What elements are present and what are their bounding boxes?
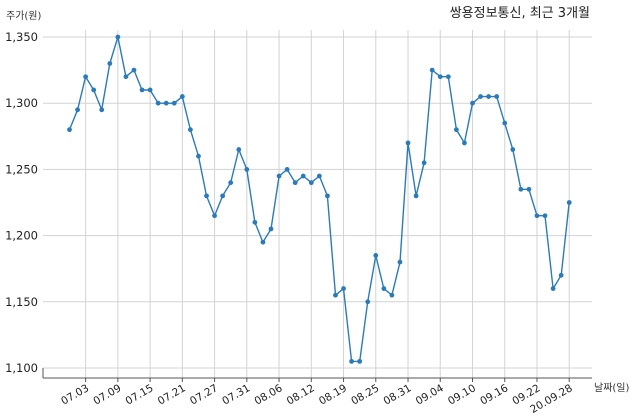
x-tick-label: 09.04	[414, 382, 446, 408]
x-tick-label: 07.31	[220, 382, 252, 407]
price-point	[236, 147, 242, 152]
series-layer	[67, 34, 572, 364]
price-point	[155, 100, 161, 106]
x-tick-label: 08.31	[381, 382, 413, 407]
price-point	[67, 127, 72, 133]
price-point	[333, 292, 338, 298]
price-point	[534, 213, 540, 219]
price-point	[341, 286, 346, 291]
price-point	[470, 100, 475, 106]
price-point	[349, 358, 354, 364]
price-point	[526, 186, 532, 192]
price-point	[566, 200, 572, 205]
price-point	[196, 153, 201, 159]
x-axis-label: 날짜(일)	[594, 382, 630, 394]
price-point	[228, 180, 234, 186]
price-point	[381, 286, 387, 291]
price-point	[518, 186, 524, 192]
price-point	[389, 292, 395, 298]
price-point	[413, 193, 419, 199]
price-point	[252, 219, 258, 225]
price-point	[75, 107, 80, 113]
price-point	[373, 253, 379, 258]
price-line	[68, 36, 570, 363]
price-point	[284, 167, 290, 172]
price-point	[107, 61, 113, 66]
price-point	[405, 140, 411, 146]
price-point	[308, 180, 314, 186]
price-point	[212, 213, 217, 219]
price-point	[510, 147, 516, 152]
price-point	[139, 87, 145, 93]
price-point	[260, 239, 266, 245]
grid-layer	[43, 30, 592, 378]
x-tick-label: 07.15	[124, 382, 156, 407]
price-point	[397, 259, 403, 265]
price-point	[244, 167, 250, 172]
price-point	[292, 180, 298, 186]
price-point	[445, 74, 451, 80]
price-point	[188, 127, 193, 133]
price-point	[83, 74, 89, 80]
price-point	[429, 67, 435, 73]
price-point	[558, 272, 564, 278]
price-point	[316, 173, 322, 179]
x-tick-label: 07.03	[59, 382, 91, 407]
price-point	[542, 213, 548, 219]
price-point	[171, 100, 177, 106]
price-point	[131, 67, 137, 73]
x-tick-label: 09.10	[446, 382, 478, 407]
price-point	[179, 94, 185, 99]
price-point	[99, 107, 105, 113]
price-point	[462, 140, 467, 146]
price-point	[276, 173, 282, 179]
price-point	[478, 94, 483, 99]
price-point	[325, 193, 330, 199]
x-tick-label: 08.12	[285, 382, 317, 407]
y-tick-label: 1,300	[5, 96, 38, 110]
x-tick-label: 08.06	[253, 382, 285, 408]
price-point	[220, 193, 226, 199]
y-tick-label: 1,350	[5, 30, 38, 44]
price-point	[365, 299, 371, 305]
price-point	[437, 74, 443, 80]
price-point	[421, 160, 427, 166]
price-point	[268, 226, 274, 232]
price-point	[357, 358, 363, 364]
price-point	[91, 87, 97, 93]
x-tick-label: 07.27	[188, 382, 220, 407]
price-point	[502, 120, 508, 126]
y-tick-label: 1,200	[5, 229, 38, 243]
price-point	[204, 193, 209, 199]
price-point	[300, 173, 306, 179]
chart-title: 쌍용정보통신, 최근 3개월	[450, 6, 590, 21]
y-axis-label: 주가(원)	[6, 10, 42, 22]
x-tick-label: 09.16	[478, 382, 510, 408]
x-tick-label: 07.09	[91, 382, 123, 407]
price-point	[115, 34, 121, 40]
price-point	[453, 127, 459, 133]
x-tick-label: 07.21	[156, 382, 188, 407]
price-point	[163, 100, 169, 106]
x-tick-label: 08.19	[317, 382, 349, 407]
price-point	[147, 87, 153, 93]
price-point	[486, 94, 492, 99]
y-tick-label: 1,150	[5, 295, 38, 309]
x-tick-label: 08.25	[349, 382, 381, 407]
y-tick-label: 1,100	[5, 361, 38, 375]
y-tick-label: 1,250	[5, 162, 38, 176]
price-point	[550, 286, 556, 291]
price-point	[494, 94, 500, 99]
price-point	[123, 74, 129, 80]
